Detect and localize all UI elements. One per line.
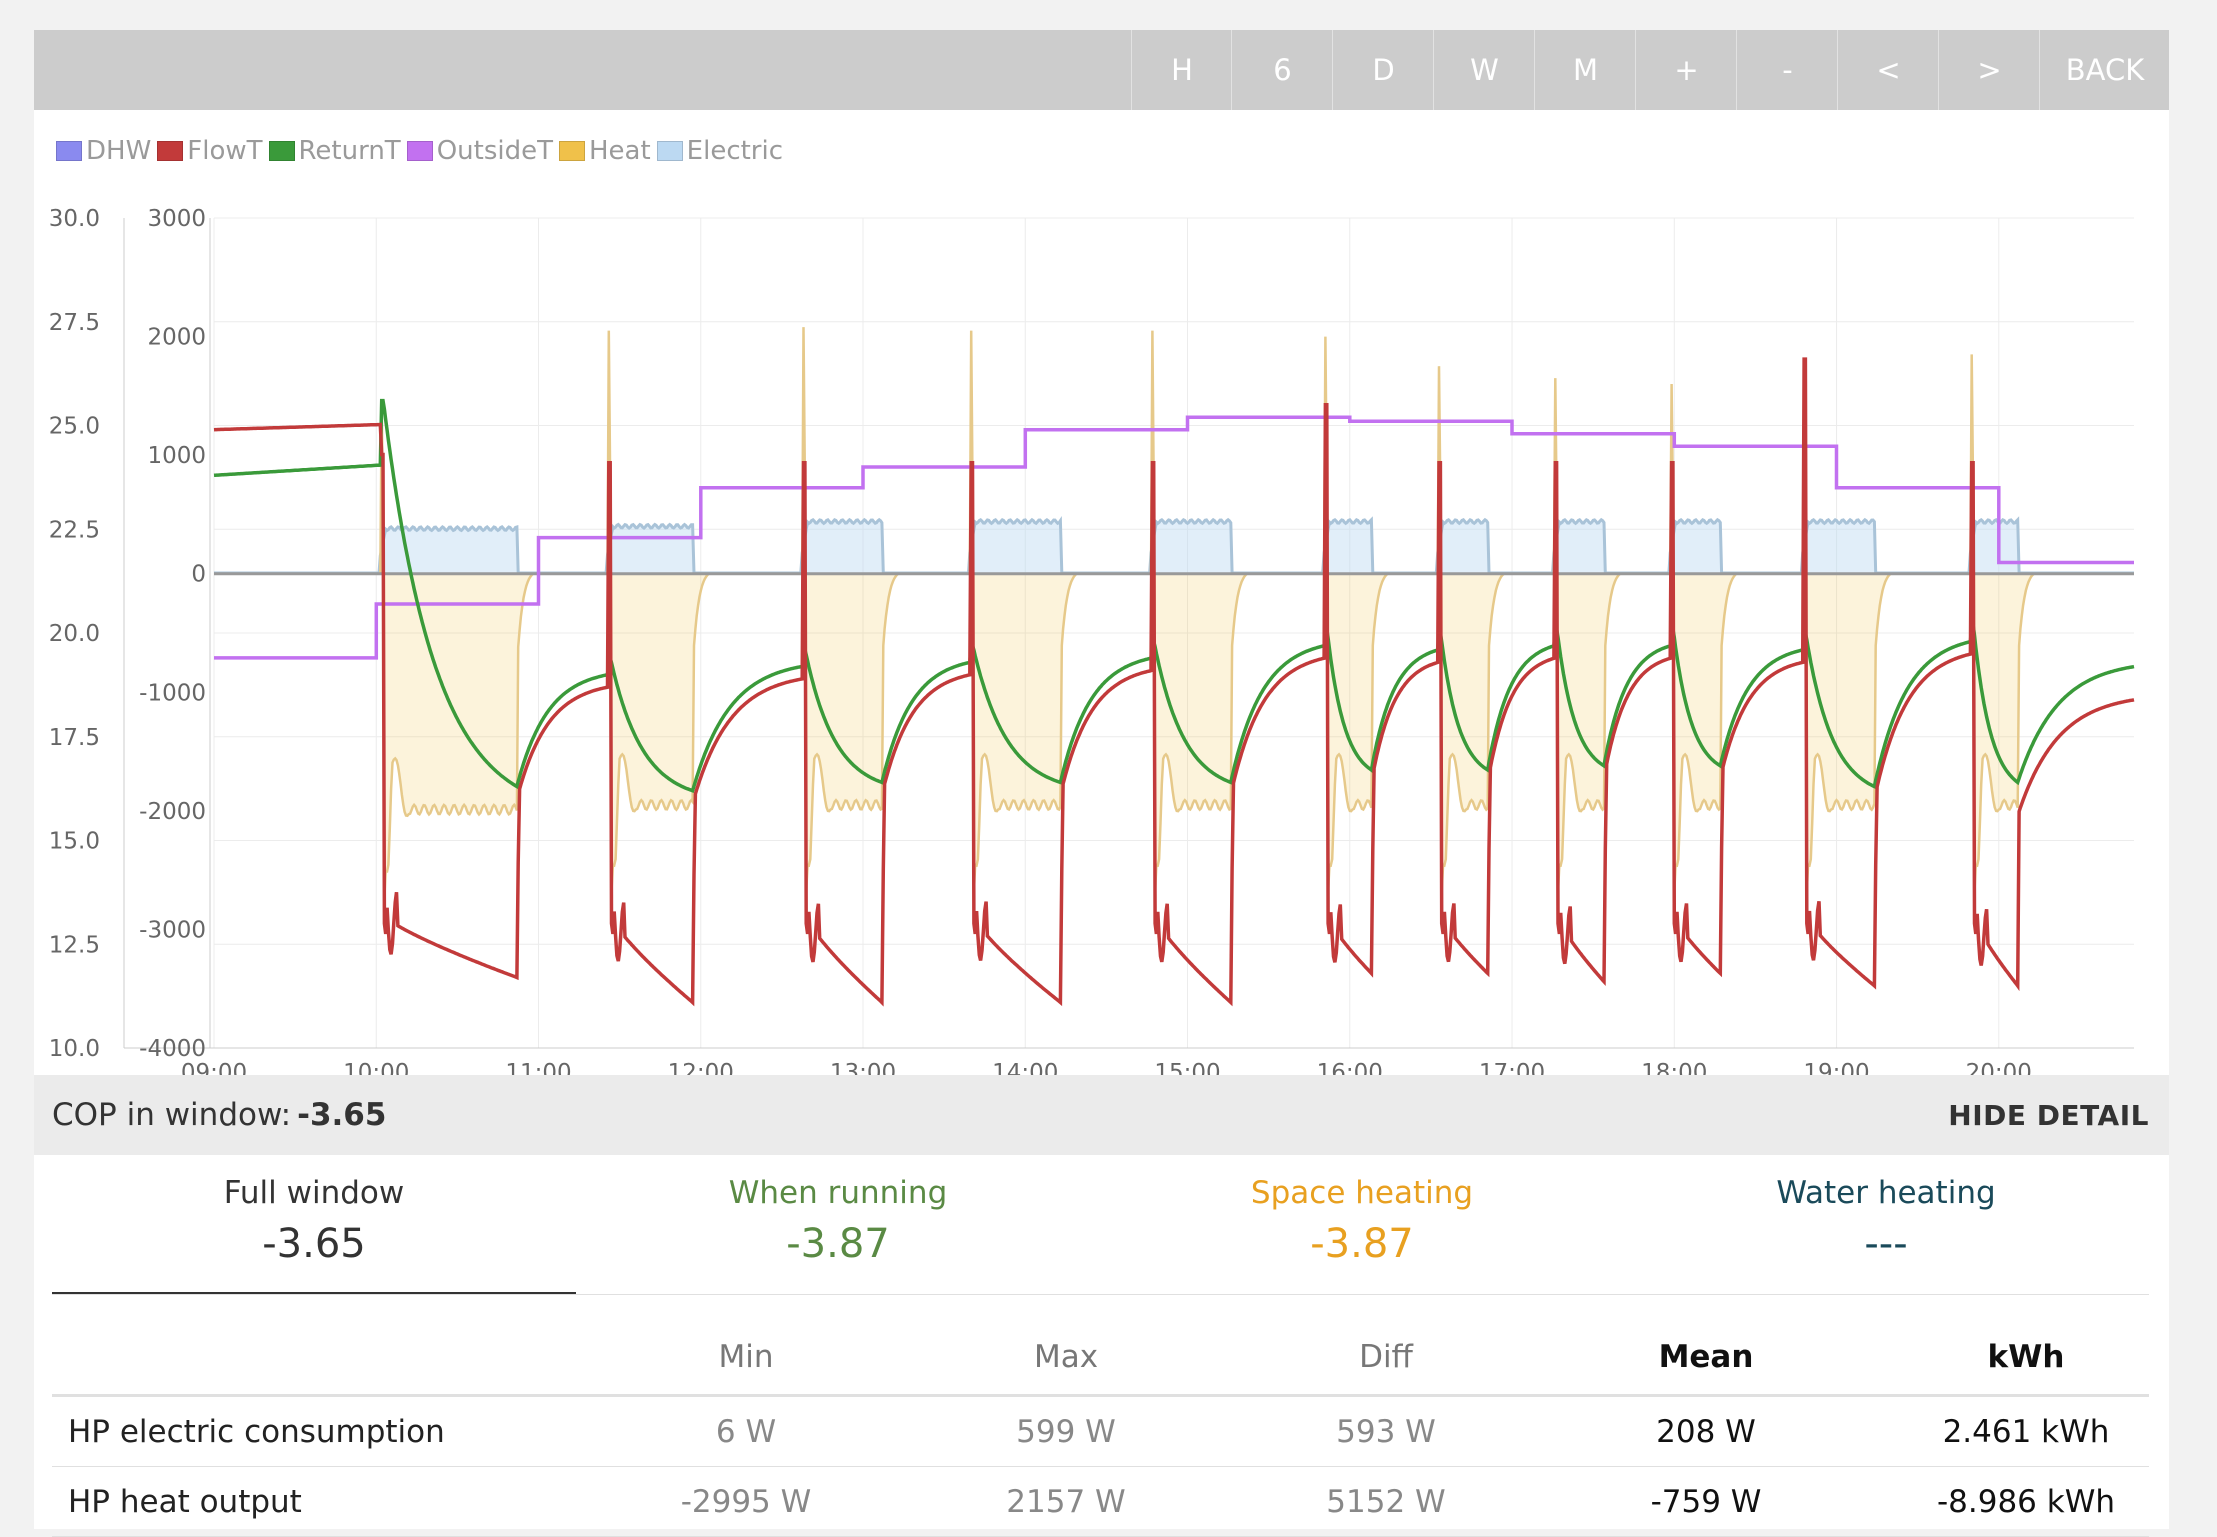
cell-min: 6 W [715,1414,777,1450]
chart-legend: DHW FlowT ReturnT OutsideT Heat Electric [56,136,789,166]
week-button[interactable]: W [1433,30,1535,110]
tab-label: Space heating [1250,1175,1474,1211]
cell-mean: 208 W [1656,1414,1756,1450]
right-axis-tick-label: 2000 [147,325,206,351]
column-header-diff: Diff [1359,1339,1413,1375]
tab-label: Full window [223,1175,405,1211]
legend-swatch [406,141,433,161]
right-axis-tick-label: -2000 [139,799,206,825]
legend-label: OutsideT [436,136,553,166]
legend-swatch [157,141,184,161]
right-axis-tick-label: 0 [191,562,206,588]
pan-right-button[interactable]: > [1938,30,2040,110]
column-header-mean: Mean [1658,1339,1754,1375]
back-button[interactable]: BACK [2039,30,2170,110]
legend-swatch [56,141,82,161]
tab-label: When running [728,1175,948,1211]
left-axis-tick-label: 20.0 [49,621,100,647]
legend-label: Electric [686,136,784,166]
cell-diff: 5152 W [1326,1484,1446,1520]
flowt-series [213,357,2135,1007]
legend-item-flowt[interactable]: FlowT [157,136,263,166]
divider [52,1294,2149,1295]
legend-label: FlowT [187,136,263,166]
electric-area [214,519,2134,574]
active-tab-underline [52,1292,576,1294]
column-header-min: Min [718,1339,774,1375]
cop-summary-bar: COP in window: -3.65 HIDE DETAIL [34,1075,2169,1155]
zoom-out-button[interactable]: - [1736,30,1838,110]
cop-in-window: COP in window: -3.65 [52,1075,386,1155]
tab-value: -3.87 [786,1221,890,1267]
legend-label: DHW [86,136,152,166]
left-axis-tick-label: 10.0 [49,1036,100,1062]
left-axis-tick-label: 12.5 [49,932,100,958]
left-axis-tick-label: 22.5 [49,517,100,543]
legend-swatch [268,141,295,161]
legend-item-dhw[interactable]: DHW [56,136,151,166]
hide-detail-button[interactable]: HIDE DETAIL [1948,1098,2149,1132]
row-name: HP electric consumption [68,1414,445,1450]
tab-full-window[interactable]: Full window -3.65 [52,1170,576,1272]
six-hour-button[interactable]: 6 [1231,30,1333,110]
tab-space-heating[interactable]: Space heating -3.87 [1100,1170,1624,1272]
heat-area [214,327,2134,899]
cell-diff: 593 W [1336,1414,1436,1450]
cell-max: 599 W [1016,1414,1116,1450]
pan-left-button[interactable]: < [1837,30,1939,110]
legend-item-electric[interactable]: Electric [656,136,784,166]
zoom-in-button[interactable]: + [1635,30,1737,110]
tab-when-running[interactable]: When running -3.87 [576,1170,1100,1272]
cell-kwh: -8.986 kWh [1936,1484,2116,1520]
returnt-series [213,398,2135,794]
cop-label: COP in window: [52,1097,292,1133]
tab-water-heating[interactable]: Water heating --- [1624,1170,2148,1272]
toolbar: H 6 D W M + - < > BACK [34,30,2169,110]
right-axis-tick-label: 1000 [147,443,206,469]
cop-value: -3.65 [297,1097,387,1133]
header-divider [52,1394,2149,1397]
legend-item-outsidet[interactable]: OutsideT [406,136,553,166]
legend-label: Heat [588,136,651,166]
outsidet-series [214,415,2134,660]
left-axis-tick-label: 27.5 [49,310,100,336]
tab-value: --- [1864,1221,1908,1267]
left-axis-tick-label: 25.0 [49,414,100,440]
left-axis-tick-label: 30.0 [49,206,100,232]
tab-label: Water heating [1776,1175,1996,1211]
column-header-kwh: kWh [1987,1339,2065,1375]
right-axis-tick-label: 3000 [147,206,206,232]
app-panel: H 6 D W M + - < > BACK DHW FlowT ReturnT… [34,30,2169,1537]
cell-max: 2157 W [1006,1484,1126,1520]
cell-kwh: 2.461 kWh [1942,1414,2110,1450]
heatpump-chart[interactable]: 30.0 27.5 25.0 22.5 20.0 17.5 15.0 12.5 10.0 3000… [34,180,2169,1080]
row-divider [52,1466,2149,1467]
cell-min: -2995 W [680,1484,812,1520]
legend-swatch [558,141,585,161]
month-button[interactable]: M [1534,30,1636,110]
hour-button[interactable]: H [1131,30,1232,110]
row-name: HP heat output [68,1484,302,1520]
legend-swatch [656,141,683,161]
column-header-max: Max [1033,1339,1099,1375]
legend-label: ReturnT [298,136,401,166]
left-axis-tick-label: 15.0 [49,829,100,855]
left-axis-tick-label: 17.5 [49,725,100,751]
right-axis-tick-label: -4000 [139,1036,206,1062]
day-button[interactable]: D [1332,30,1434,110]
right-axis-tick-label: -3000 [139,917,206,943]
legend-item-returnt[interactable]: ReturnT [268,136,401,166]
tab-value: -3.65 [262,1221,366,1267]
cell-mean: -759 W [1650,1484,1762,1520]
right-axis-tick-label: -1000 [139,680,206,706]
legend-item-heat[interactable]: Heat [558,136,651,166]
tab-value: -3.87 [1310,1221,1414,1267]
